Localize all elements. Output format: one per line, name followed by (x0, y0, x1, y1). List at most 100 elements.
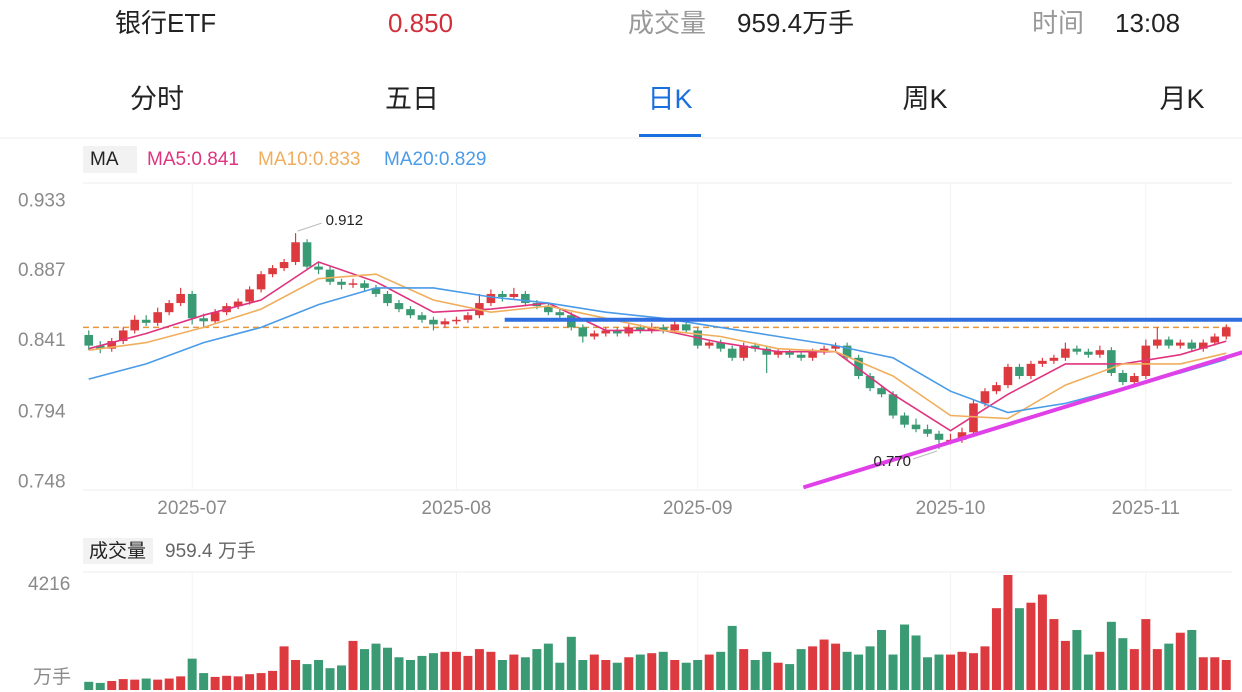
volume-bar (681, 662, 691, 690)
candle-body (716, 342, 725, 349)
volume-bar (934, 654, 944, 690)
candle-body (187, 293, 197, 319)
tab-underline (639, 134, 701, 137)
candle-body (360, 283, 369, 288)
high-label: 0.912 (326, 212, 364, 229)
candle-body (394, 303, 404, 310)
volume-bar (555, 662, 565, 690)
x-tick-label: 2025-09 (663, 498, 733, 519)
volume-bar (199, 673, 209, 690)
volume-bar (509, 654, 519, 690)
candle-body (1049, 357, 1059, 361)
candle-body (233, 301, 243, 307)
tab[interactable]: 月K (1159, 84, 1204, 114)
candle-body (440, 321, 450, 325)
candle-body (486, 293, 496, 304)
candle-body (785, 351, 794, 355)
volume-bar (428, 653, 438, 690)
candle-body (84, 334, 94, 346)
volume-bar (991, 608, 1001, 690)
volume-bar (647, 653, 657, 690)
volume-bar (1106, 621, 1116, 690)
candle-body (590, 333, 599, 337)
candle-body (888, 394, 898, 416)
candle-body (348, 283, 358, 285)
volume-subtitle: 959.4 万手 (165, 540, 256, 562)
tab[interactable]: 五日 (385, 84, 439, 114)
volume-bar (923, 657, 933, 690)
candle-body (739, 345, 748, 358)
candle-body (670, 324, 680, 331)
tab[interactable]: 分时 (130, 84, 184, 114)
candle-body (934, 433, 944, 440)
candle-body (900, 415, 909, 425)
candle-body (95, 345, 105, 349)
candle-body (877, 388, 886, 395)
volume-bar (635, 654, 645, 690)
volume-bar (945, 654, 955, 690)
candle-body (980, 391, 990, 404)
volume-bar (440, 651, 450, 690)
volume-bar (486, 651, 496, 690)
legend-entry: MA20:0.829 (384, 149, 486, 170)
volume-bar (808, 646, 818, 690)
legend-title: MA (90, 149, 119, 170)
candle-body (325, 269, 335, 282)
volume-bar (130, 679, 140, 690)
volume-title: 成交量 (89, 540, 146, 562)
volume-bar (141, 678, 151, 690)
x-tick-label: 2025-08 (422, 498, 492, 519)
candle-body (1164, 339, 1174, 346)
candle-body (417, 315, 427, 320)
candle-body (923, 429, 932, 434)
candle-body (544, 306, 553, 313)
volume-bar (877, 629, 887, 690)
candle-body (1072, 348, 1082, 352)
volume-bar (245, 674, 255, 690)
y-tick-label: 0.794 (18, 402, 66, 423)
candle-body (727, 348, 737, 358)
candle-body (337, 281, 346, 285)
candle-body (750, 345, 760, 349)
volume-bar (716, 651, 726, 690)
y-tick-label: 0.841 (18, 330, 66, 351)
candle-body (268, 268, 277, 275)
leader (912, 450, 938, 460)
candle-body (1153, 339, 1162, 346)
volume-bar (1198, 657, 1208, 690)
volume-box (83, 538, 153, 564)
volume-bar (1129, 649, 1139, 690)
volume-bar (233, 676, 243, 690)
candle-body (199, 318, 208, 322)
low-label: 0.770 (873, 453, 911, 470)
x-tick-label: 2025-07 (157, 498, 227, 519)
candle-body (245, 289, 254, 302)
volume-bar (95, 682, 105, 690)
candle-body (1221, 327, 1231, 337)
candle-body (831, 345, 840, 349)
volume-bar (578, 659, 588, 690)
candle-body (796, 354, 806, 358)
candle-body (509, 293, 519, 297)
candle-body (969, 403, 978, 433)
volume-bar (693, 659, 703, 690)
volume-bar (1152, 649, 1162, 690)
candle-body (1026, 363, 1036, 377)
volume-bar (382, 647, 392, 690)
volume-bar (1072, 629, 1082, 690)
candle-body (854, 357, 863, 377)
volume-bar (842, 651, 852, 690)
ma-line (88, 287, 1227, 414)
volume-bar (371, 643, 381, 690)
volume-bar (739, 649, 749, 690)
tab[interactable]: 周K (902, 84, 947, 114)
candle-body (429, 319, 438, 325)
candle-body (256, 274, 266, 290)
candle-body (1198, 342, 1208, 349)
y-tick-label: 0.748 (18, 471, 66, 492)
volume-bar (187, 658, 197, 690)
volume-bar (279, 646, 289, 690)
candle-body (762, 348, 771, 355)
volume-bar (957, 651, 967, 690)
tab[interactable]: 日K (647, 84, 692, 114)
